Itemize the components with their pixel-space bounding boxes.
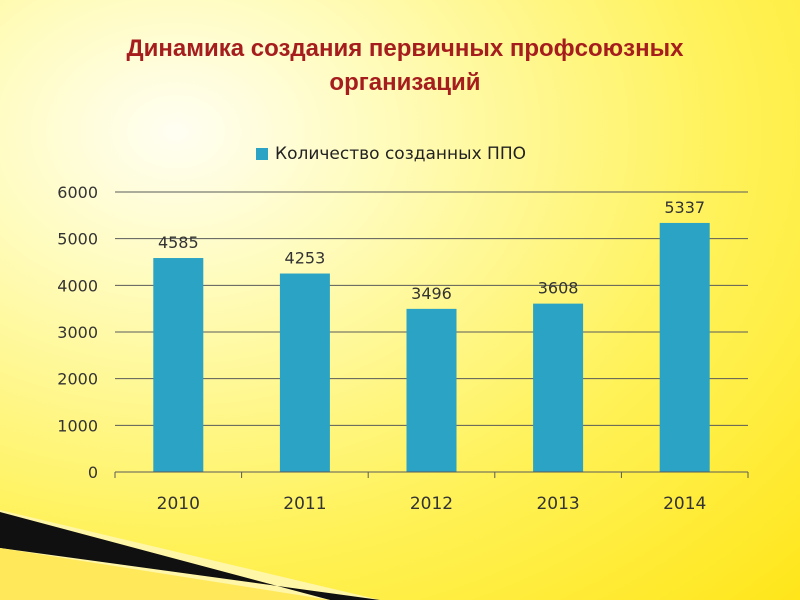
data-label: 4253	[285, 249, 326, 268]
y-tick-label: 6000	[57, 183, 98, 202]
data-label: 4585	[158, 233, 199, 252]
y-tick-label: 4000	[57, 276, 98, 295]
bar	[153, 258, 204, 472]
x-tick-label: 2010	[157, 494, 200, 514]
y-tick-label: 5000	[57, 230, 98, 249]
x-tick-label: 2012	[410, 494, 453, 514]
bar	[406, 308, 457, 472]
decor-band-dark	[0, 512, 380, 600]
x-axis: 2010 2011 2012 2013 2014	[114, 471, 749, 514]
data-labels: 4585 4253 3496 3608 5337	[158, 198, 705, 303]
decor-band-yellow	[0, 548, 330, 600]
y-tick-label: 1000	[57, 416, 98, 435]
data-label: 3608	[538, 279, 579, 298]
y-axis: 0 1000 2000 3000 4000 5000 6000	[57, 183, 98, 482]
bar	[279, 273, 330, 472]
title-line-2: организаций	[329, 69, 481, 96]
legend-swatch	[256, 148, 268, 160]
y-tick-label: 3000	[57, 323, 98, 342]
x-tick-label: 2011	[283, 494, 326, 514]
slide-title: Динамика создания первичных профсоюзных …	[40, 32, 770, 100]
bar	[659, 222, 710, 472]
legend-label: Количество созданных ППО	[275, 144, 526, 164]
data-label: 3496	[411, 284, 452, 303]
bar	[533, 303, 584, 472]
chart-gridlines	[115, 191, 748, 426]
title-line-1: Динамика создания первичных профсоюзных	[126, 35, 684, 62]
data-label: 5337	[664, 198, 705, 217]
y-tick-label: 2000	[57, 370, 98, 389]
y-tick-label: 0	[88, 463, 98, 482]
chart-bars	[153, 222, 710, 472]
chart-legend: Количество созданных ППО	[256, 144, 526, 164]
x-tick-label: 2014	[663, 494, 706, 514]
x-tick-label: 2013	[536, 494, 579, 514]
